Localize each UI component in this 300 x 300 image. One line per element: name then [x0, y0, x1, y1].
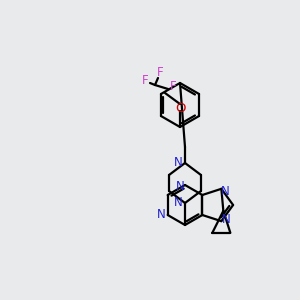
Text: N: N: [174, 196, 182, 209]
Text: N: N: [221, 185, 230, 198]
Text: F: F: [142, 74, 148, 88]
Text: N: N: [157, 208, 166, 221]
Text: N: N: [176, 179, 184, 193]
Text: N: N: [174, 157, 182, 169]
Text: N: N: [222, 213, 231, 226]
Text: F: F: [170, 80, 176, 94]
Text: O: O: [175, 101, 185, 115]
Text: F: F: [157, 67, 163, 80]
